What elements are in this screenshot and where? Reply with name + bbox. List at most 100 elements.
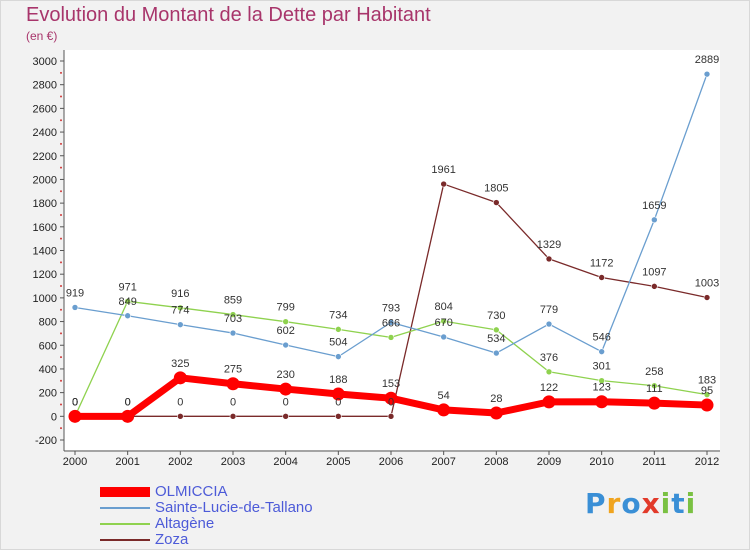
data-label-altagene: 376: [540, 352, 558, 364]
data-point-sainte-lucie-de-tallano: [440, 333, 447, 341]
data-label-sainte-lucie-de-tallano: 602: [276, 325, 294, 337]
data-label-olmiccia: 28: [490, 393, 502, 405]
data-label-olmiccia: 123: [592, 382, 610, 394]
y-tick-label: 2000: [33, 174, 57, 186]
data-point-olmiccia: [226, 377, 240, 391]
y-tick-label: 2600: [33, 103, 57, 115]
y-minor-tick: [60, 356, 62, 359]
data-point-altagene: [387, 334, 395, 341]
data-label-olmiccia: 275: [224, 364, 242, 376]
x-tick-label: 2008: [484, 456, 508, 468]
data-point-altagene: [703, 391, 711, 398]
legend-swatch-altagene: [100, 523, 150, 525]
data-label-zoza: 1172: [590, 258, 614, 270]
data-label-altagene: 258: [645, 366, 663, 378]
legend-swatch-sainte-lucie: [100, 507, 150, 509]
y-minor-tick: [60, 308, 62, 311]
data-point-altagene: [335, 326, 342, 333]
data-point-olmiccia: [279, 382, 293, 396]
data-label-olmiccia: 188: [329, 374, 347, 386]
y-tick-label: 1800: [33, 198, 57, 210]
x-tick-label: 2002: [168, 456, 192, 468]
y-minor-tick: [60, 403, 62, 406]
data-label-olmiccia: 0: [125, 396, 131, 408]
legend-swatch-olmiccia: [100, 487, 150, 497]
chart-title: Evolution du Montant de la Dette par Hab…: [26, 4, 431, 26]
data-point-sainte-lucie-de-tallano: [651, 216, 658, 224]
data-point-zoza: [177, 413, 184, 420]
data-label-zoza: 1329: [537, 239, 561, 251]
data-label-zoza: 0: [72, 396, 78, 408]
y-tick-label: 0: [51, 411, 57, 423]
data-point-olmiccia: [542, 395, 556, 409]
y-minor-tick: [60, 142, 62, 145]
data-point-sainte-lucie-de-tallano: [493, 349, 500, 357]
legend-label-zoza: Zoza: [155, 531, 189, 548]
data-label-zoza: 1003: [695, 278, 719, 290]
y-tick-label: 2800: [33, 80, 57, 92]
data-label-olmiccia: 325: [171, 358, 189, 370]
y-tick-label: 2200: [33, 151, 57, 163]
data-label-sainte-lucie-de-tallano: 1659: [642, 200, 666, 212]
data-label-olmiccia: 95: [701, 385, 713, 397]
data-labels: 0 0 325 275 230 188 153 54 28 122 123 111 95 919 849 77…: [66, 54, 719, 408]
data-point-olmiccia: [700, 398, 714, 412]
data-point-zoza: [493, 199, 500, 206]
y-minor-tick: [60, 237, 62, 240]
data-point-olmiccia: [68, 409, 82, 423]
y-tick-label: 400: [39, 364, 57, 376]
legend-label-olmiccia: OLMICCIA: [155, 483, 228, 500]
x-tick-label: 2000: [63, 456, 87, 468]
data-point-olmiccia: [173, 371, 187, 385]
data-label-sainte-lucie-de-tallano: 670: [434, 317, 452, 329]
data-label-sainte-lucie-de-tallano: 779: [540, 304, 558, 316]
data-label-zoza: 0: [388, 396, 394, 408]
data-point-zoza: [440, 180, 447, 188]
y-minor-tick: [60, 190, 62, 193]
data-label-sainte-lucie-de-tallano: 546: [592, 332, 610, 344]
y-minor-tick: [60, 95, 62, 98]
x-tick-label: 2004: [273, 456, 297, 468]
y-minor-tick: [60, 213, 62, 216]
data-label-olmiccia: 122: [540, 382, 558, 394]
data-point-sainte-lucie-de-tallano: [703, 70, 711, 78]
x-tick-label: 2009: [537, 456, 561, 468]
data-point-olmiccia: [647, 396, 661, 410]
y-minor-tick: [60, 119, 62, 122]
data-point-olmiccia: [489, 406, 503, 420]
data-label-sainte-lucie-de-tallano: 534: [487, 333, 505, 345]
data-label-zoza: 1961: [431, 164, 455, 176]
data-point-altagene: [545, 368, 553, 376]
data-label-altagene: 859: [224, 295, 242, 307]
legend-label-sainte-lucie: Sainte-Lucie-de-Tallano: [155, 499, 313, 516]
data-label-olmiccia: 153: [382, 378, 400, 390]
y-tick-label: 1000: [33, 293, 57, 305]
y-minor-tick: [60, 71, 62, 74]
data-label-zoza: 0: [283, 396, 289, 408]
x-tick-label: 2010: [589, 456, 613, 468]
data-label-sainte-lucie-de-tallano: 504: [329, 337, 347, 349]
x-tick-label: 2012: [695, 456, 719, 468]
data-label-olmiccia: 230: [276, 369, 294, 381]
x-tick-label: 2003: [221, 456, 245, 468]
data-label-altagene: 666: [382, 317, 400, 329]
x-tick-label: 2011: [643, 456, 667, 468]
data-label-altagene: 301: [592, 361, 610, 373]
x-tick-label: 2001: [115, 456, 139, 468]
data-label-altagene: 734: [329, 309, 347, 321]
y-minor-tick: [60, 332, 62, 335]
data-label-zoza: 1097: [642, 266, 666, 278]
data-label-sainte-lucie-de-tallano: 919: [66, 287, 84, 299]
data-point-sainte-lucie-de-tallano: [598, 348, 605, 355]
data-label-altagene: 804: [434, 301, 452, 313]
y-tick-label: 600: [39, 340, 57, 352]
y-minor-tick: [60, 166, 62, 169]
data-point-zoza: [703, 294, 711, 301]
y-tick-label: 1400: [33, 246, 57, 258]
data-label-olmiccia: 0: [72, 396, 78, 408]
y-tick-label: 1200: [33, 269, 57, 281]
data-point-zoza: [598, 274, 605, 281]
data-label-zoza: 0: [335, 396, 341, 408]
data-label-olmiccia: 111: [646, 383, 663, 395]
